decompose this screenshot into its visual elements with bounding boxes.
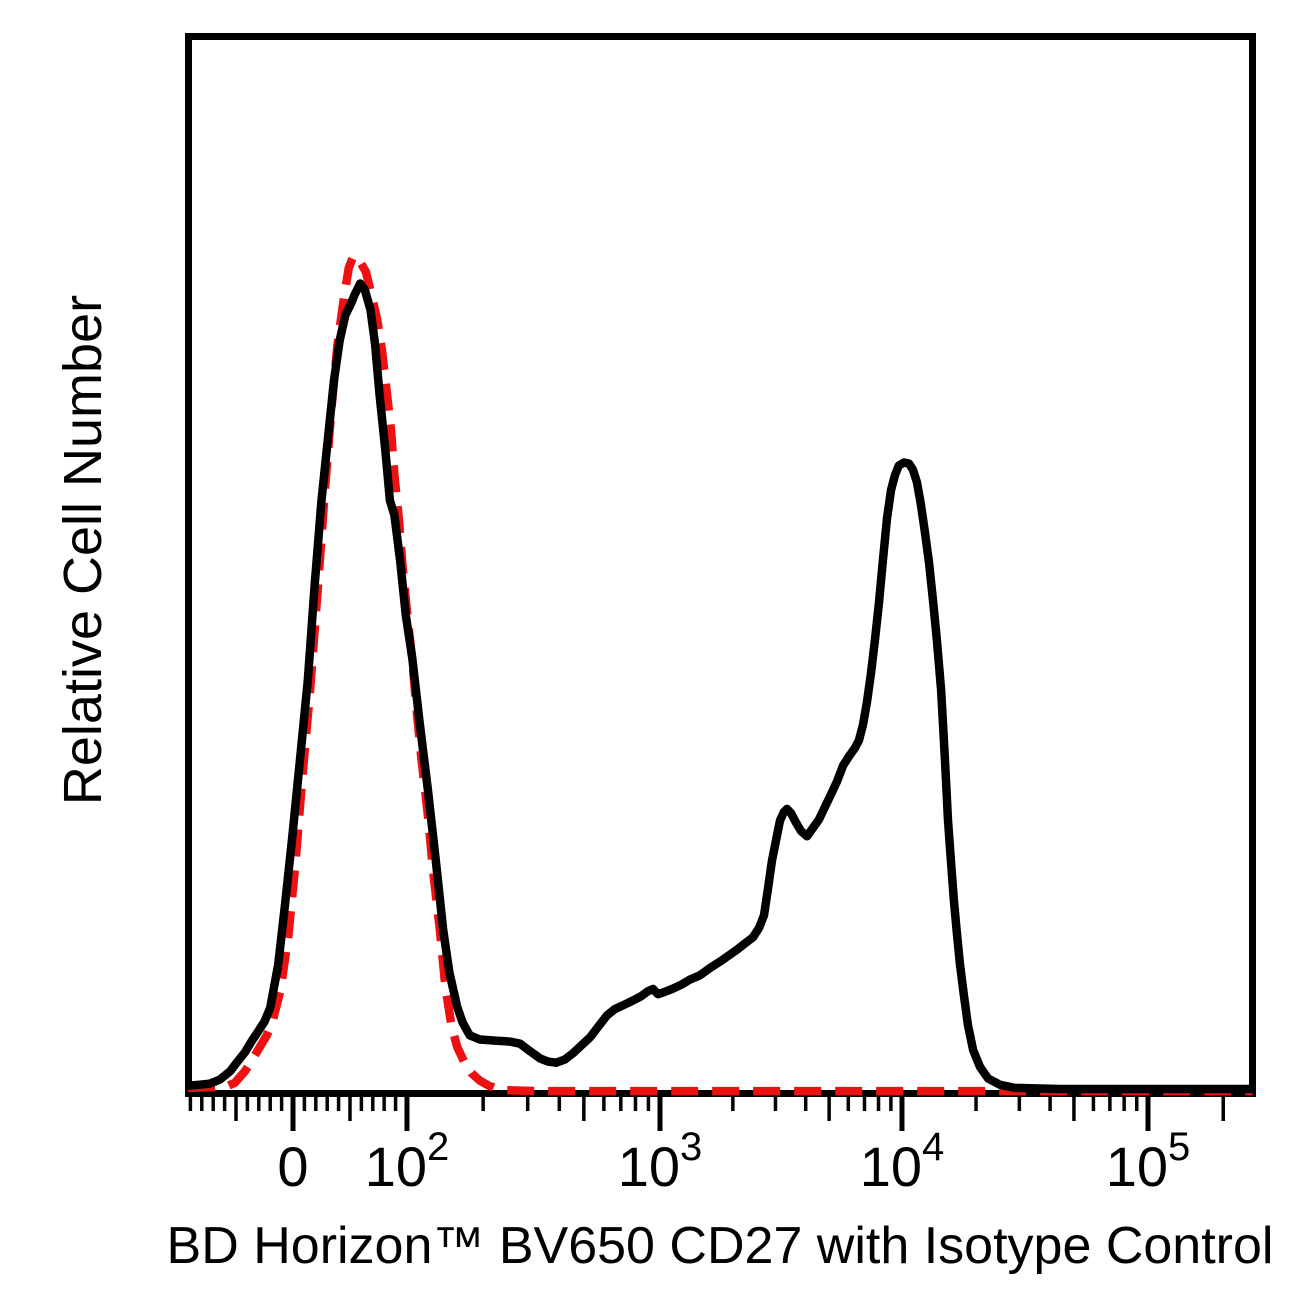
isotype-control-curve bbox=[187, 251, 1253, 1096]
x-tick-label-0: 0 bbox=[277, 1135, 308, 1198]
y-axis-title: Relative Cell Number bbox=[53, 294, 113, 806]
x-tick-label-10e5: 105 bbox=[1106, 1125, 1191, 1198]
plot-border bbox=[185, 33, 1256, 1097]
x-axis-title: BD Horizon™ BV650 CD27 with Isotype Cont… bbox=[166, 1217, 1274, 1275]
x-tick-label-10e2: 102 bbox=[365, 1125, 450, 1198]
x-tick-label-10e4: 104 bbox=[860, 1125, 945, 1198]
x-tick-label-10e3: 103 bbox=[618, 1125, 703, 1198]
cd27-bv650-curve bbox=[187, 279, 1253, 1094]
